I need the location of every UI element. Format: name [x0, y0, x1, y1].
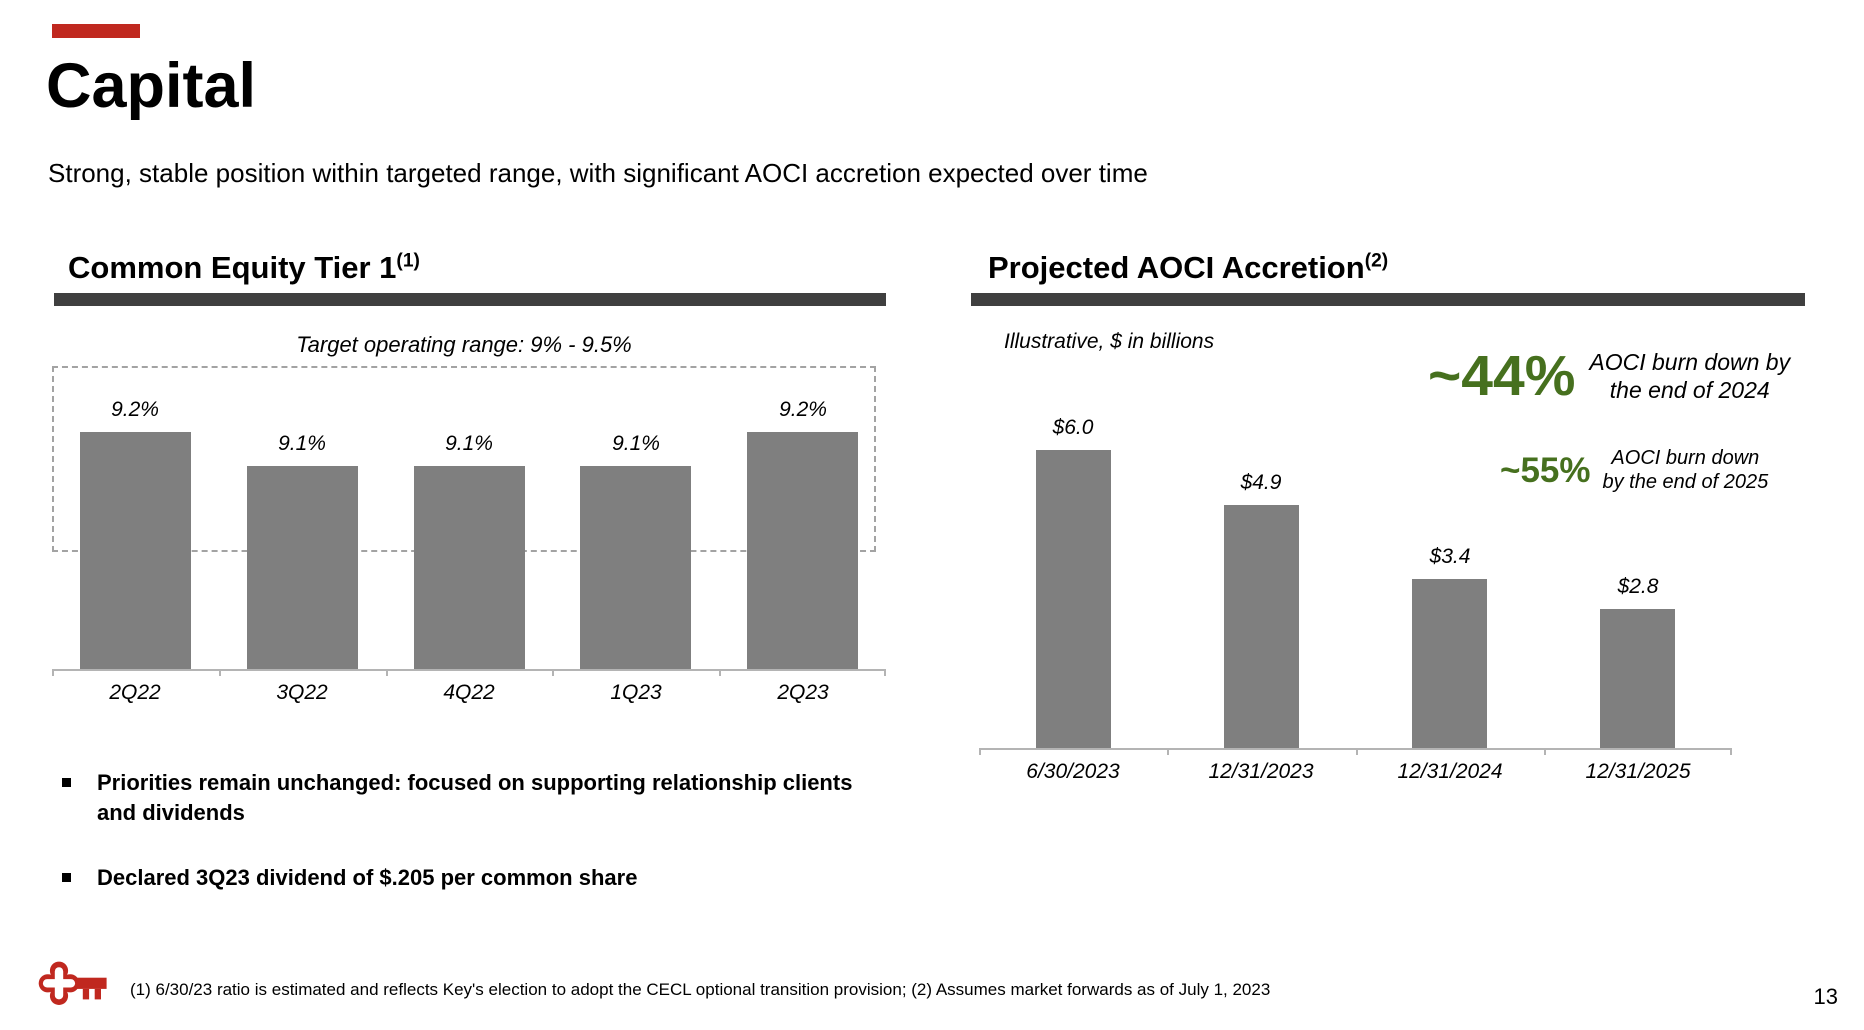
axis-tick [1167, 748, 1169, 755]
bullet-square-icon [62, 873, 71, 883]
bar-value-label: 9.1% [612, 432, 660, 455]
axis-tick [1544, 748, 1546, 755]
axis-category-label: 3Q22 [276, 681, 328, 704]
axis-tick [884, 669, 886, 676]
bullet-dividend-text: Declared 3Q23 dividend of $.205 per comm… [97, 865, 638, 891]
bar-3Q22 [247, 466, 358, 669]
right-section-heading-text: Projected AOCI Accretion [988, 250, 1365, 285]
bar-value-label: 9.2% [111, 398, 159, 421]
page-number: 13 [1813, 984, 1838, 1009]
left-section-heading: Common Equity Tier 1(1) [68, 250, 420, 286]
axis-tick [219, 669, 221, 676]
axis-tick [1356, 748, 1358, 755]
axis-tick [719, 669, 721, 676]
bar-2Q23 [747, 432, 858, 669]
right-section-heading: Projected AOCI Accretion(2) [988, 250, 1388, 286]
bar-12/31/2023 [1224, 505, 1299, 748]
bar-2Q22 [80, 432, 191, 669]
axis-category-label: 1Q23 [610, 681, 662, 704]
left-section-heading-text: Common Equity Tier 1 [68, 250, 397, 285]
aoci-callout-2025: ~55% AOCI burn down by the end of 2025 [1500, 446, 1768, 494]
capital-bullet-list: Priorities remain unchanged: focused on … [62, 768, 862, 929]
bar-value-label: $4.9 [1240, 471, 1282, 494]
bar-value-label: $3.4 [1429, 545, 1471, 568]
bar-12/31/2024 [1412, 579, 1487, 748]
target-range-annotation: Target operating range: 9% - 9.5% [296, 332, 632, 357]
axis-tick [1730, 748, 1732, 755]
axis-tick [979, 748, 981, 755]
accent-bar [52, 24, 140, 38]
bar-12/31/2025 [1600, 609, 1675, 748]
axis-category-label: 12/31/2023 [1208, 760, 1314, 783]
bar-4Q22 [414, 466, 525, 669]
bullet-square-icon [62, 778, 71, 787]
bar-6/30/2023 [1036, 450, 1111, 748]
aoci-callout-2024-value: ~44% [1428, 344, 1576, 408]
illustrative-note: Illustrative, $ in billions [1004, 330, 1215, 353]
bar-1Q23 [580, 466, 691, 669]
bullet-priorities: Priorities remain unchanged: focused on … [62, 768, 862, 827]
axis-tick [552, 669, 554, 676]
page-subtitle: Strong, stable position within targeted … [48, 158, 1148, 188]
bar-value-label: $6.0 [1052, 416, 1094, 439]
keybank-key-icon [38, 961, 107, 1005]
axis-tick [386, 669, 388, 676]
bar-value-label: 9.1% [445, 432, 493, 455]
aoci-bar-chart: $6.0 6/30/2023 $4.9 12/31/2023 $3.4 12/31/202… [979, 416, 1732, 783]
axis-category-label: 6/30/2023 [1026, 760, 1120, 783]
bullet-priorities-text: Priorities remain unchanged: focused on … [97, 770, 853, 825]
cet1-bar-chart: 9.2% 2Q22 9.1% 3Q22 9.1% 4Q22 9.1% 1Q23 9.2% 2Q23 [52, 331, 886, 704]
aoci-callout-2024: ~44% AOCI burn down by the end of 2024 [1428, 348, 1790, 405]
aoci-callout-2025-label: AOCI burn down by the end of 2025 [1602, 447, 1769, 493]
axis-category-label: 2Q22 [109, 681, 161, 704]
bar-value-label: 9.2% [779, 398, 827, 421]
axis-category-label: 4Q22 [443, 681, 495, 704]
footnote: (1) 6/30/23 ratio is estimated and refle… [130, 980, 1271, 999]
left-section-heading-footref: (1) [396, 250, 420, 272]
bar-value-label: $2.8 [1617, 575, 1659, 598]
axis-category-label: 12/31/2025 [1585, 760, 1691, 783]
bullet-dividend: Declared 3Q23 dividend of $.205 per comm… [62, 863, 862, 893]
axis-category-label: 12/31/2024 [1397, 760, 1503, 783]
right-section-heading-footref: (2) [1364, 250, 1389, 272]
page-title: Capital [46, 51, 257, 121]
right-section-rule [971, 293, 1805, 306]
axis-category-label: 2Q23 [777, 681, 829, 704]
aoci-callout-2024-label: AOCI burn down by the end of 2024 [1589, 348, 1791, 403]
bar-value-label: 9.1% [278, 432, 326, 455]
axis-tick [52, 669, 54, 676]
left-section-rule [54, 293, 886, 306]
aoci-callout-2025-value: ~55% [1500, 450, 1591, 490]
